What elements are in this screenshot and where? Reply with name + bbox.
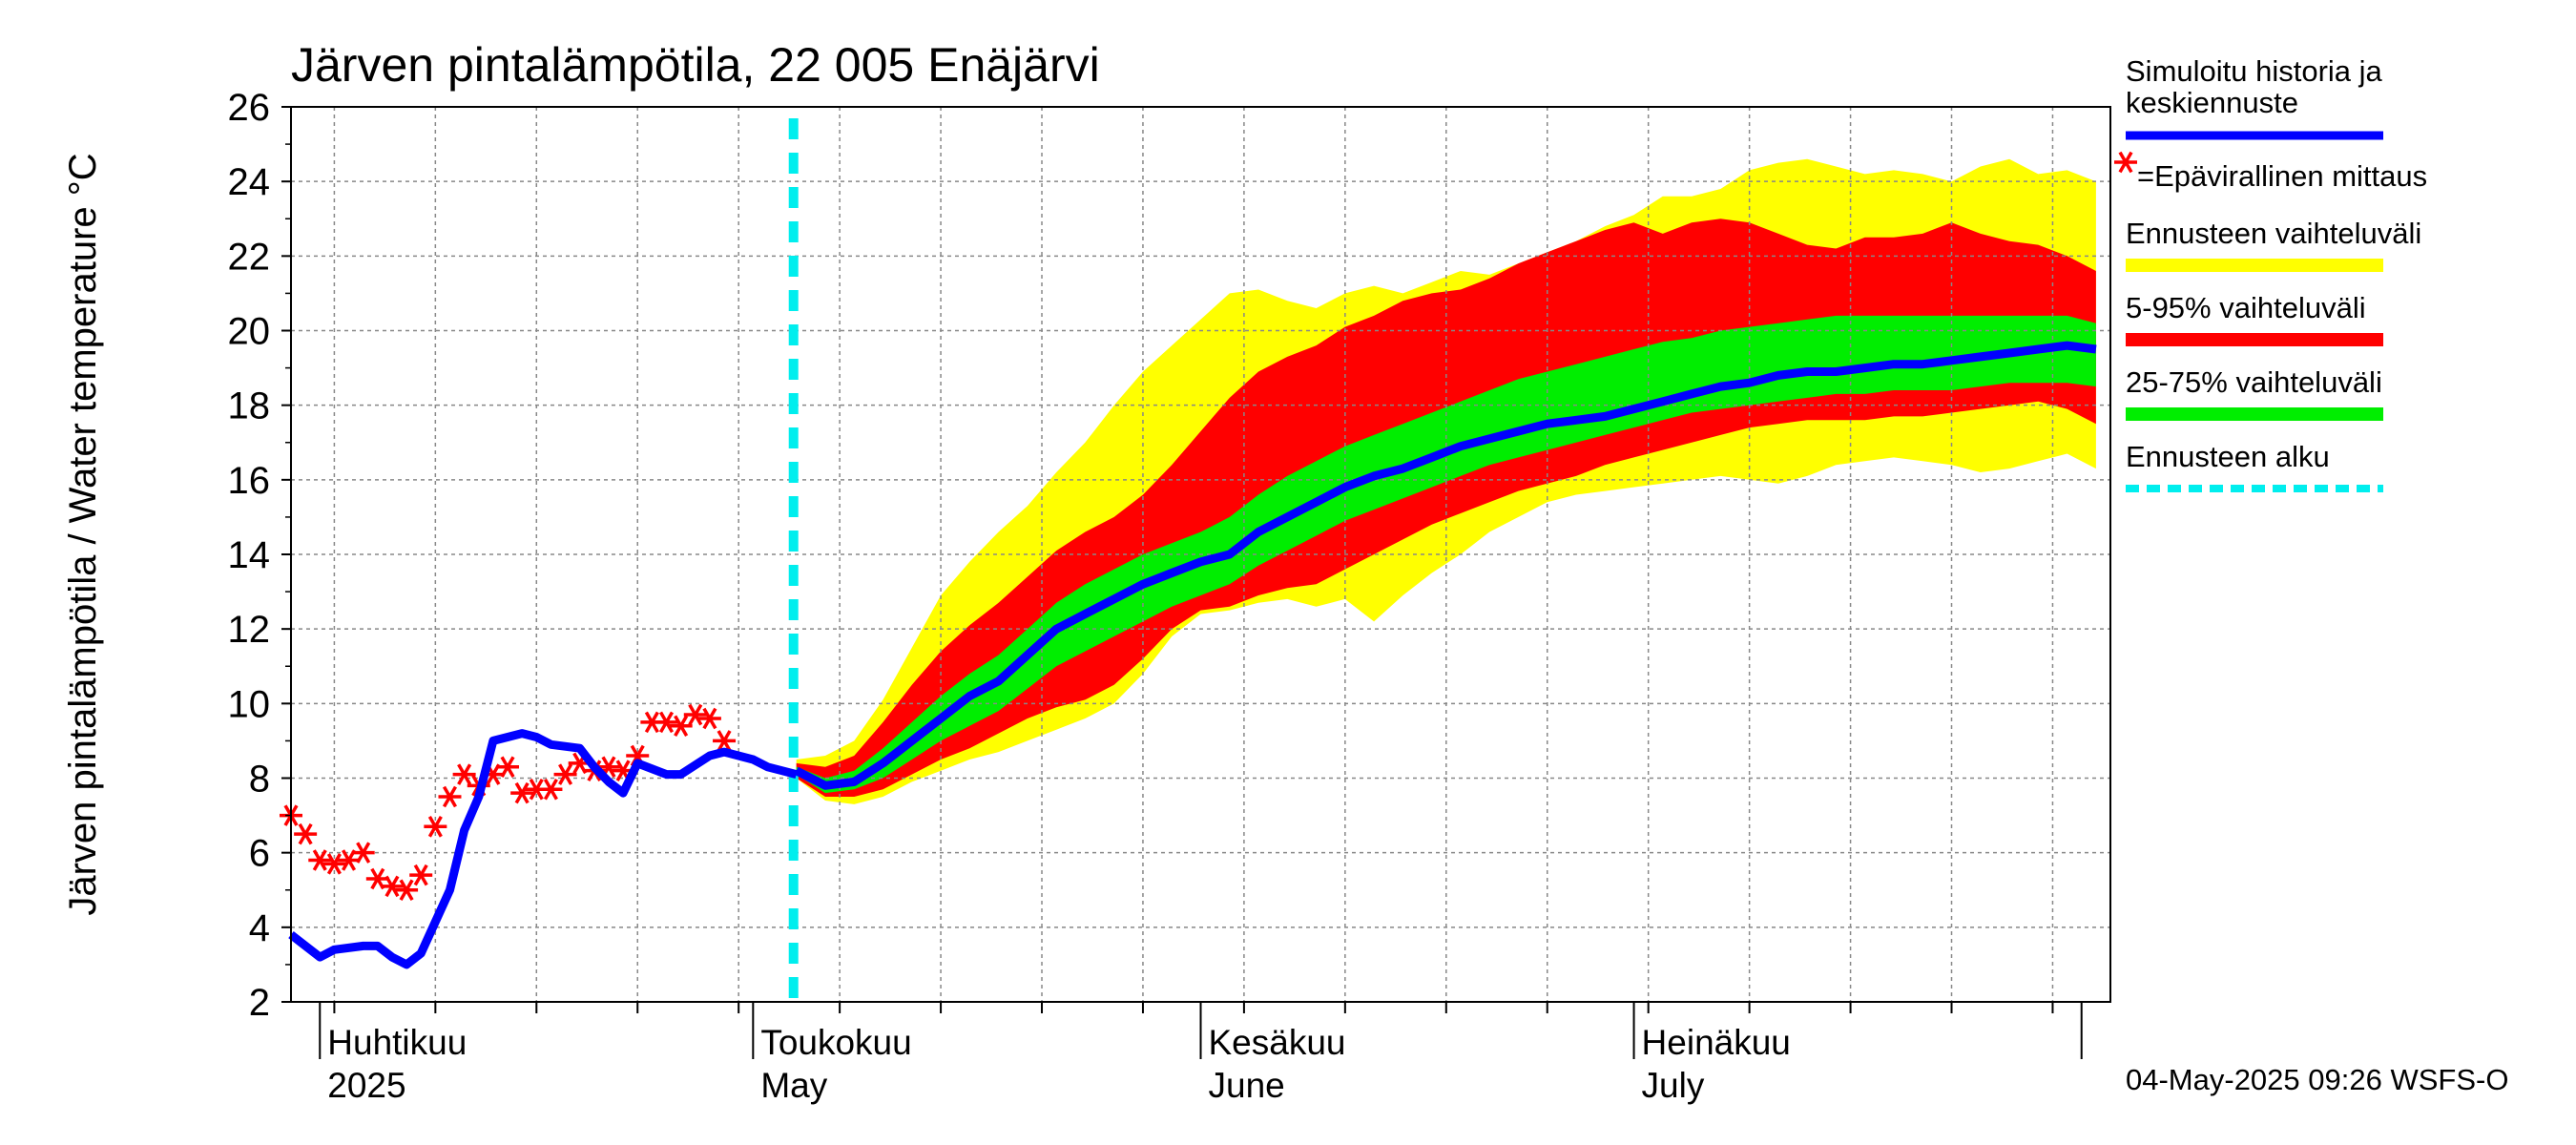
observation-stroke: [442, 785, 457, 808]
observation-stroke: [427, 816, 443, 838]
observation-point: [294, 822, 318, 845]
month-label-fi: Kesäkuu: [1209, 1023, 1346, 1062]
median-forecast-line: [794, 341, 2097, 790]
observation-point: [539, 778, 563, 801]
plot-area: [280, 106, 2111, 1003]
history-line: [288, 729, 798, 969]
observation-point: [322, 853, 346, 875]
y-tick-label: 2: [249, 982, 270, 1024]
y-tick-label: 26: [228, 87, 271, 129]
observation-stroke: [457, 763, 472, 785]
legend-label-25-75: 25-75% vaihteluväli: [2126, 365, 2382, 399]
y-tick-label: 6: [249, 833, 270, 875]
observation-point: [553, 763, 577, 785]
observation-point: [308, 849, 332, 871]
month-label-fi: Heinäkuu: [1642, 1023, 1791, 1062]
observation-point: [510, 781, 534, 804]
month-label-fi: Toukokuu: [760, 1023, 911, 1062]
observation-stroke: [326, 853, 342, 875]
y-tick-label: 14: [228, 534, 271, 576]
month-label-fi: Huhtikuu: [327, 1023, 467, 1062]
observation-stroke: [370, 867, 385, 890]
observation-point: [669, 715, 693, 738]
observation-stroke: [529, 778, 544, 801]
observation-stroke: [674, 715, 689, 738]
observation-stroke: [384, 875, 400, 898]
observation-point: [697, 707, 721, 730]
observation-point: [424, 816, 447, 838]
legend-label-range: Ennusteen vaihteluväli: [2126, 217, 2421, 250]
observation-stroke: [356, 842, 371, 864]
observation-point: [409, 864, 433, 886]
observation-stroke: [658, 711, 675, 734]
observation-point: [683, 703, 707, 726]
observation-stroke: [413, 864, 428, 886]
legend-label-history: Simuloitu historia ja: [2126, 54, 2383, 88]
legend-label-5-95: 5-95% vaihteluväli: [2126, 291, 2366, 324]
observation-point: [438, 785, 462, 808]
observation-stroke: [514, 781, 530, 804]
y-tick-label: 10: [228, 683, 271, 725]
month-label-en: 2025: [327, 1066, 405, 1105]
y-axis-label: Järven pintalämpötila / Water temperatur…: [62, 153, 104, 915]
footer-timestamp: 04-May-2025 09:26 WSFS-O: [2126, 1063, 2508, 1096]
observation-stroke: [399, 879, 414, 902]
observation-point: [452, 763, 476, 785]
chart-title: Järven pintalämpötila, 22 005 Enäjärvi: [291, 38, 1100, 92]
observation-stroke: [702, 707, 717, 730]
y-tick-label: 12: [228, 609, 271, 651]
observation-point: [351, 842, 375, 864]
legend-label-forecast-start: Ennusteen alku: [2126, 440, 2330, 473]
y-tick-label: 20: [228, 311, 271, 353]
observation-stroke: [298, 822, 313, 845]
x-axis: [319, 1002, 2083, 1059]
observation-stroke: [2118, 151, 2133, 174]
y-tick-label: 8: [249, 759, 270, 801]
month-label-en: May: [760, 1066, 827, 1105]
observation-point: [380, 875, 404, 898]
observation-stroke: [717, 730, 732, 752]
observation-stroke: [558, 763, 573, 785]
month-labels: Huhtikuu 2025 Toukokuu May Kesäkuu June Heinäk…: [327, 1023, 1791, 1105]
observation-point: [713, 730, 737, 752]
observation-point: [2114, 151, 2137, 174]
observation-point: [654, 711, 678, 734]
observation-stroke: [615, 760, 631, 781]
observation-point: [496, 756, 520, 779]
y-tick-label: 4: [249, 907, 270, 949]
y-tick-label: 24: [228, 161, 271, 203]
observation-point: [395, 879, 419, 902]
y-tick-label: 16: [228, 460, 271, 502]
legend-label-history-2: keskiennuste: [2126, 86, 2298, 119]
y-tick-label: 18: [228, 385, 271, 427]
observation-stroke: [312, 849, 327, 871]
observation-stroke: [543, 778, 558, 801]
observation-markers: [280, 703, 737, 902]
observation-stroke: [644, 711, 659, 734]
observation-stroke: [500, 756, 515, 779]
observation-stroke: [688, 703, 703, 726]
month-label-en: July: [1642, 1066, 1705, 1105]
band-25-75: [796, 315, 2096, 794]
y-tick-label: 22: [228, 236, 271, 278]
month-label-en: June: [1209, 1066, 1285, 1105]
legend-label-observation: =Epävirallinen mittaus: [2137, 159, 2427, 193]
